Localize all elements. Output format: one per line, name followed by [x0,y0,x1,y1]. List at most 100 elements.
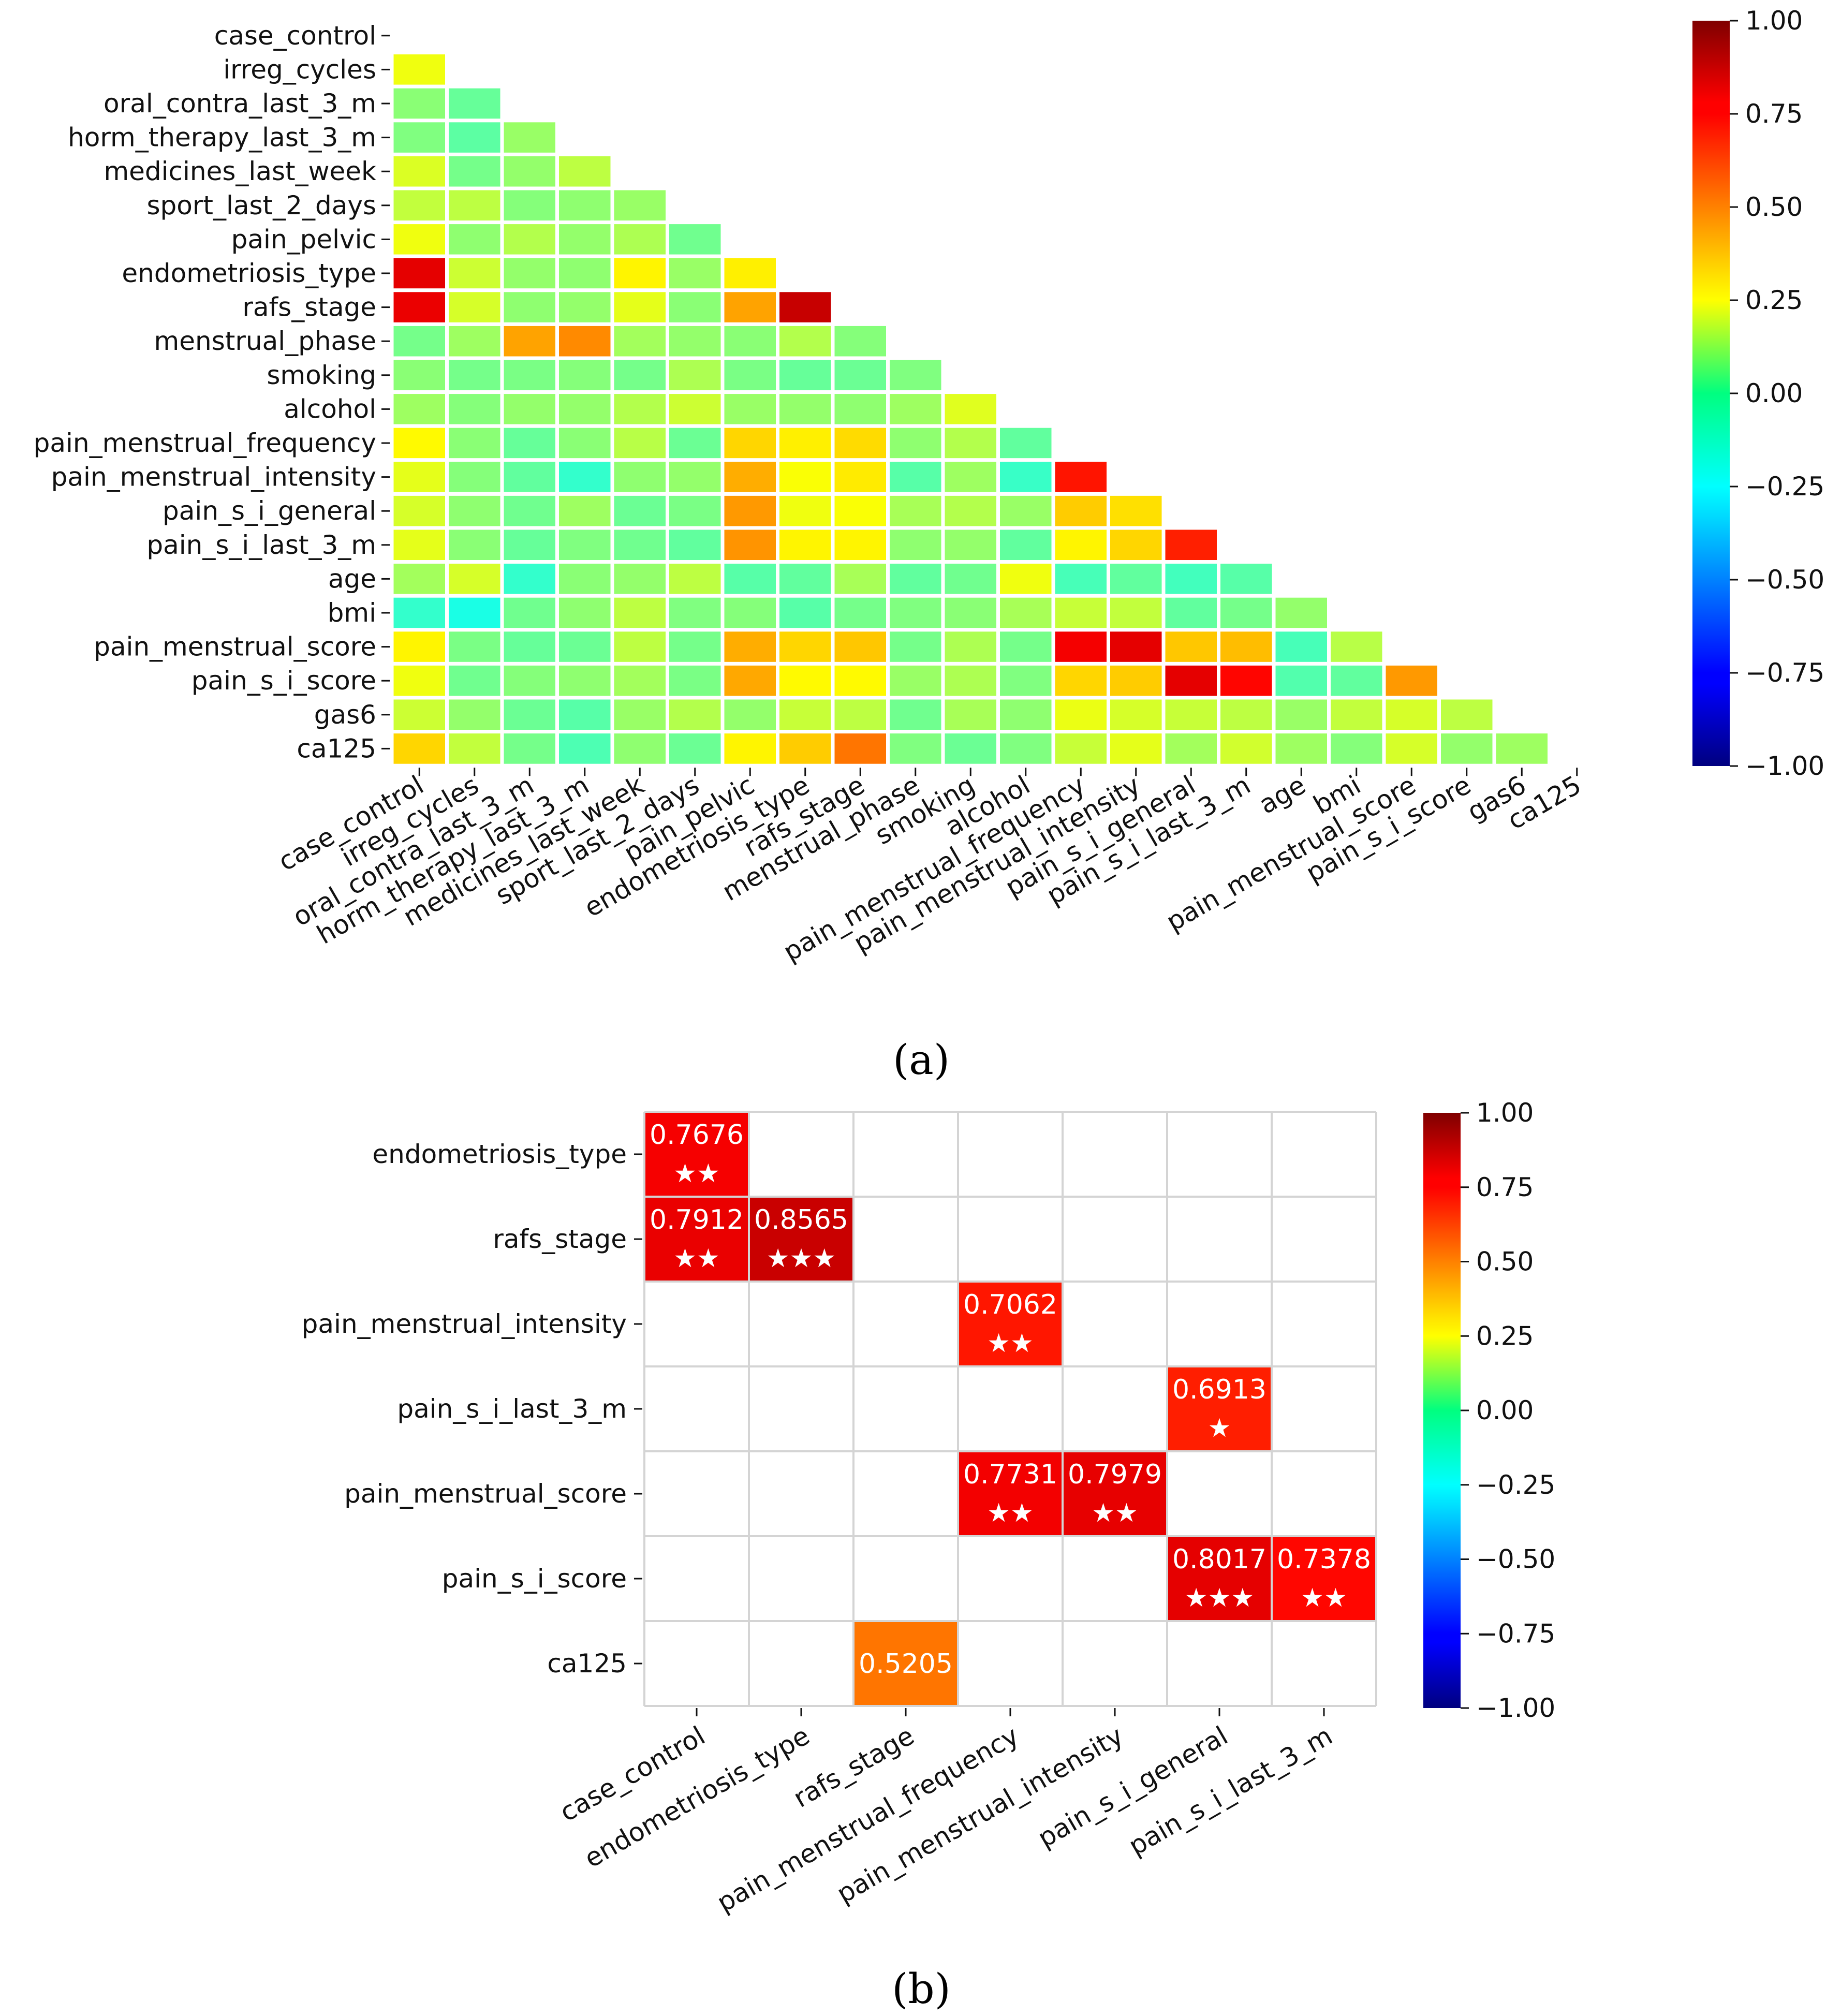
heatmap-cell [390,730,449,768]
y-tick-label: menstrual_phase [154,326,376,356]
heatmap-cell [500,254,559,292]
heatmap-cell [720,661,779,700]
colorbar-a-tick-label: −1.00 [1745,751,1824,781]
heatmap-cell [886,594,945,632]
colorbar-a-tick-label: 0.75 [1745,99,1803,129]
heatmap-cell [1217,628,1276,666]
y-tick-label: smoking [267,360,376,390]
heatmap-cell [1272,696,1331,734]
heatmap-cell [776,390,835,428]
colorbar-a-tick-label: −0.50 [1745,565,1824,595]
y-tick-label: age [328,564,376,594]
significance-stars: ★★★ [1185,1583,1254,1613]
heatmap-cell [941,424,1000,462]
heatmap-cell [445,696,504,734]
heatmap-cell [445,661,504,700]
heatmap-cell [555,254,614,292]
heatmap-cell [666,492,725,530]
heatmap-cell [500,560,559,598]
significance-stars: ★★ [1301,1583,1347,1613]
heatmap-cell [500,288,559,326]
heatmap-cell [776,356,835,394]
colorbar-b-tick-label: 0.75 [1476,1172,1534,1202]
significant-cell [1273,1537,1375,1620]
heatmap-cell [941,560,1000,598]
colorbar-b-tick-label: −0.50 [1476,1544,1555,1574]
colorbar-a-tick-label: −0.75 [1745,658,1824,688]
heatmap-cell [445,356,504,394]
heatmap-cell [1437,696,1496,734]
heatmap-cell [500,220,559,258]
heatmap-cell [831,628,890,666]
heatmap-cell [1437,730,1496,768]
significant-cell [959,1452,1062,1535]
heatmap-cell [610,560,669,598]
heatmap-cell [941,526,1000,564]
heatmap-cell [666,322,725,360]
heatmap-cell [720,492,779,530]
heatmap-cell [500,492,559,530]
heatmap-cell [666,560,725,598]
heatmap-cell [610,288,669,326]
heatmap-cell [610,186,669,225]
colorbar-a-tick-label: 0.50 [1745,192,1803,222]
heatmap-cell [996,696,1055,734]
y-tick-label: pain_s_i_last_3_m [146,530,376,560]
heatmap-cell [555,458,614,496]
heatmap-cell [610,492,669,530]
heatmap-cell [445,492,504,530]
y-tick-label: irreg_cycles [223,54,376,84]
heatmap-cell [555,424,614,462]
heatmap-cell [1161,526,1220,564]
heatmap-cell [555,696,614,734]
heatmap-cell [610,696,669,734]
heatmap-cell [500,661,559,700]
heatmap-cell [720,254,779,292]
y-tick-label: medicines_last_week [104,156,376,186]
heatmap-cell [390,119,449,156]
cell-value-label: 0.7731 [963,1459,1057,1490]
heatmap-cell [1382,730,1441,768]
heatmap-cell [831,424,890,462]
heatmap-cell [445,560,504,598]
significant-cell [645,1113,748,1196]
heatmap-cell [445,628,504,666]
heatmap-cell [555,322,614,360]
heatmap-cell [720,356,779,394]
heatmap-cell [500,119,559,156]
heatmap-cell [996,661,1055,700]
heatmap-cell [666,356,725,394]
heatmap-cell [831,661,890,700]
heatmap-cell [390,492,449,530]
heatmap-cell [1107,594,1166,632]
y-tick-label: pain_menstrual_intensity [51,462,376,492]
heatmap-cell [941,458,1000,496]
heatmap-cell [445,119,504,156]
heatmap-cell [555,288,614,326]
heatmap-cell [831,356,890,394]
heatmap-cell [500,696,559,734]
colorbar-b-tick-label: 0.50 [1476,1247,1534,1277]
heatmap-cell [831,322,890,360]
colorbar-b-tick-label: 1.00 [1476,1098,1534,1128]
heatmap-cell [776,492,835,530]
heatmap-cell [1382,661,1441,700]
heatmap-cell [776,458,835,496]
cell-value-label: 0.8565 [754,1204,848,1235]
heatmap-cell [610,322,669,360]
y-tick-label: pain_s_i_score [192,666,376,696]
heatmap-cell [831,390,890,428]
heatmap-cell [610,526,669,564]
heatmap-cell [666,526,725,564]
heatmap-cell [500,152,559,190]
heatmap-cell [831,458,890,496]
heatmap-cell [1051,492,1110,530]
heatmap-cell [445,220,504,258]
heatmap-cell [1161,661,1220,700]
heatmap-cell [390,390,449,428]
heatmap-cell [610,356,669,394]
heatmap-cell [776,628,835,666]
heatmap-cell [390,424,449,462]
heatmap-cell [1327,730,1386,768]
